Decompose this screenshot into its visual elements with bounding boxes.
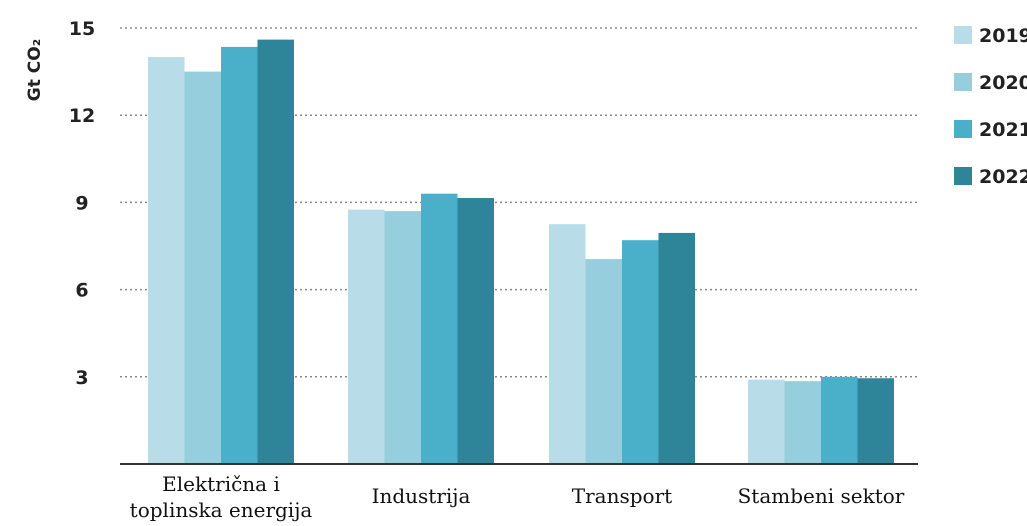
- bar-2021-0: [221, 46, 258, 464]
- y-tick-label: 15: [69, 18, 95, 40]
- bar-2022-3: [857, 378, 894, 464]
- bar-2020-1: [384, 211, 421, 464]
- bar-2019-3: [748, 379, 785, 464]
- x-category-label: toplinska energija: [130, 498, 313, 522]
- legend-swatch: [954, 26, 972, 44]
- y-axis-ticks: 3 6 9 12 15: [69, 18, 95, 389]
- y-tick-label: 6: [75, 280, 88, 302]
- legend-label: 2019: [979, 25, 1027, 47]
- bar-2019-0: [148, 57, 185, 465]
- y-axis-label: Gt CO₂: [25, 39, 45, 101]
- y-tick-label: 3: [75, 367, 88, 389]
- legend-swatch: [954, 120, 972, 138]
- gridlines: [120, 27, 918, 378]
- x-category-label: Električna i: [162, 472, 280, 496]
- bar-2020-3: [784, 381, 821, 464]
- bar-2020-0: [184, 71, 221, 464]
- bars: [148, 39, 894, 465]
- y-tick-label: 9: [75, 192, 88, 214]
- legend: 2019 2020 2021 2022: [954, 25, 1027, 188]
- legend-label: 2022: [979, 166, 1027, 188]
- bar-2022-2: [658, 232, 695, 464]
- bar-2019-1: [348, 209, 385, 464]
- legend-swatch: [954, 167, 972, 185]
- bar-2019-2: [549, 224, 586, 464]
- bar-2020-2: [585, 259, 622, 464]
- bar-2021-1: [421, 193, 458, 464]
- x-category-label: Stambeni sektor: [738, 484, 905, 508]
- legend-label: 2020: [979, 72, 1027, 94]
- bar-2022-0: [257, 39, 294, 464]
- bar-2021-3: [821, 376, 858, 464]
- y-tick-label: 12: [69, 105, 95, 127]
- legend-label: 2021: [979, 119, 1027, 141]
- bar-2022-1: [457, 198, 494, 465]
- legend-swatch: [954, 73, 972, 91]
- x-category-label: Industrija: [372, 484, 471, 508]
- bar-2021-2: [622, 240, 659, 464]
- x-category-label: Transport: [572, 484, 672, 508]
